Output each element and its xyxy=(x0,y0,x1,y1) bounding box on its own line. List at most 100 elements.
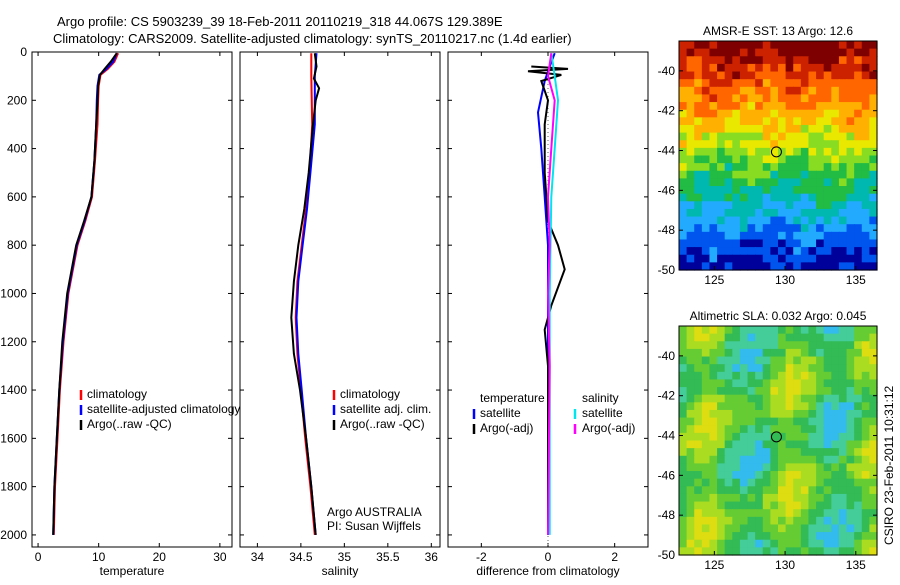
sla-map-cell xyxy=(869,509,878,518)
sst-map-cell xyxy=(846,71,855,80)
sst-map-cell xyxy=(770,71,779,80)
sla-map-cell xyxy=(732,409,741,419)
sla-map-cell xyxy=(808,417,817,426)
sla-map-cell xyxy=(869,364,878,373)
sst-map-cell xyxy=(770,201,779,210)
sst-map-cell xyxy=(724,48,733,57)
sla-map-cell xyxy=(861,440,870,449)
sst-map-cell xyxy=(717,224,726,233)
sst-map-cell xyxy=(770,193,779,202)
sst-map-cell xyxy=(816,124,825,134)
sla-map-ytick-label: -44 xyxy=(658,429,676,443)
sst-map-cell xyxy=(854,140,863,149)
sla-map-cell xyxy=(701,532,711,541)
sla-map-cell xyxy=(808,516,817,526)
sla-map-cell xyxy=(686,532,695,541)
sla-map-cell xyxy=(778,356,787,365)
sla-map-cell xyxy=(823,348,832,358)
sla-map-cell xyxy=(793,463,802,472)
sla-map-cell xyxy=(739,356,749,365)
sst-map-cell xyxy=(823,155,832,164)
sst-map-cell xyxy=(808,41,817,50)
sst-map-cell xyxy=(831,193,840,202)
difference-panel-xtick-label: 2 xyxy=(611,550,618,564)
sst-map-cell xyxy=(816,155,825,164)
sst-map-cell xyxy=(816,254,825,263)
sst-map-cell xyxy=(800,231,810,241)
sla-map-cell xyxy=(869,387,878,396)
sla-map-cell xyxy=(793,547,802,556)
sst-map-cell xyxy=(709,41,718,50)
sst-map-cell xyxy=(831,102,840,111)
sst-map-cell xyxy=(686,94,695,103)
sst-map-cell xyxy=(861,193,870,202)
sst-map-cell xyxy=(770,216,779,225)
sst-map-cell xyxy=(724,109,733,118)
sst-map-cell xyxy=(739,71,749,80)
sla-map-cell xyxy=(747,448,756,457)
sst-map-cell xyxy=(823,94,832,103)
sst-map-cell xyxy=(724,41,733,50)
sst-map-cell xyxy=(778,41,787,50)
sst-map-cell xyxy=(701,262,711,271)
sla-map-cell xyxy=(861,486,870,495)
sst-map-cell xyxy=(838,109,848,118)
sst-map-cell xyxy=(717,247,726,256)
sst-map-cell xyxy=(762,239,771,248)
sst-map-cell xyxy=(709,124,718,134)
sla-map-cell xyxy=(762,539,771,548)
sst-map-cell xyxy=(800,147,810,157)
sla-map-cell xyxy=(778,524,787,533)
sst-map-cell xyxy=(785,86,794,96)
sla-map-cell xyxy=(701,341,711,350)
sst-map-cell xyxy=(732,155,741,164)
sst-map-cell xyxy=(793,224,802,233)
sst-map-cell xyxy=(800,56,810,65)
sst-map-cell xyxy=(823,231,832,241)
sst-map-cell xyxy=(709,186,718,195)
sla-map-cell xyxy=(800,409,810,419)
sla-map-cell xyxy=(755,448,764,457)
sla-map-cell xyxy=(831,486,840,495)
sst-map-cell xyxy=(694,41,703,50)
sst-map-frame xyxy=(678,40,878,271)
sst-map-cell xyxy=(694,132,703,141)
sst-map-cell xyxy=(861,41,870,50)
sst-map-cell xyxy=(770,155,779,164)
sst-map-cell xyxy=(762,86,771,96)
sst-map-cell xyxy=(739,86,749,96)
sla-map-cell xyxy=(816,425,825,434)
sst-map-cell xyxy=(816,41,825,50)
sla-map-cell xyxy=(793,425,802,434)
diff-legend-temperature-heading: temperature xyxy=(480,391,545,405)
sst-map-cell xyxy=(869,231,878,241)
sst-map-cell xyxy=(831,155,840,164)
sst-map-cell xyxy=(793,132,802,141)
sla-map-cell xyxy=(808,532,817,541)
sst-map-cell xyxy=(869,79,878,88)
sst-map-cell xyxy=(816,56,825,65)
sst-map-cell xyxy=(808,193,817,202)
sla-map-cell xyxy=(762,356,771,365)
sla-map-cell xyxy=(861,516,870,526)
sla-map-cell xyxy=(793,348,802,358)
sla-map-cell xyxy=(793,440,802,449)
sst-map-cell xyxy=(793,147,802,157)
salinity-panel-series-argo-raw-qc- xyxy=(290,53,321,535)
sla-map-cell xyxy=(739,387,749,396)
sst-map-cell xyxy=(854,117,863,126)
sla-map-cell xyxy=(739,471,749,480)
sla-map-cell xyxy=(861,409,870,419)
sst-map-cell xyxy=(854,247,863,256)
sst-map-cell xyxy=(861,186,870,195)
sla-map-cell xyxy=(816,402,825,411)
sla-map-cell xyxy=(739,532,749,541)
sla-map-cell xyxy=(694,547,703,556)
sst-map-cell xyxy=(770,109,779,118)
sla-map-cell xyxy=(739,539,749,548)
sla-map-xtick-label: 135 xyxy=(846,558,866,572)
sla-map-cell xyxy=(679,524,688,533)
sst-map-cell xyxy=(747,71,756,80)
sst-map-cell xyxy=(816,224,825,233)
sla-map-cell xyxy=(831,539,840,548)
